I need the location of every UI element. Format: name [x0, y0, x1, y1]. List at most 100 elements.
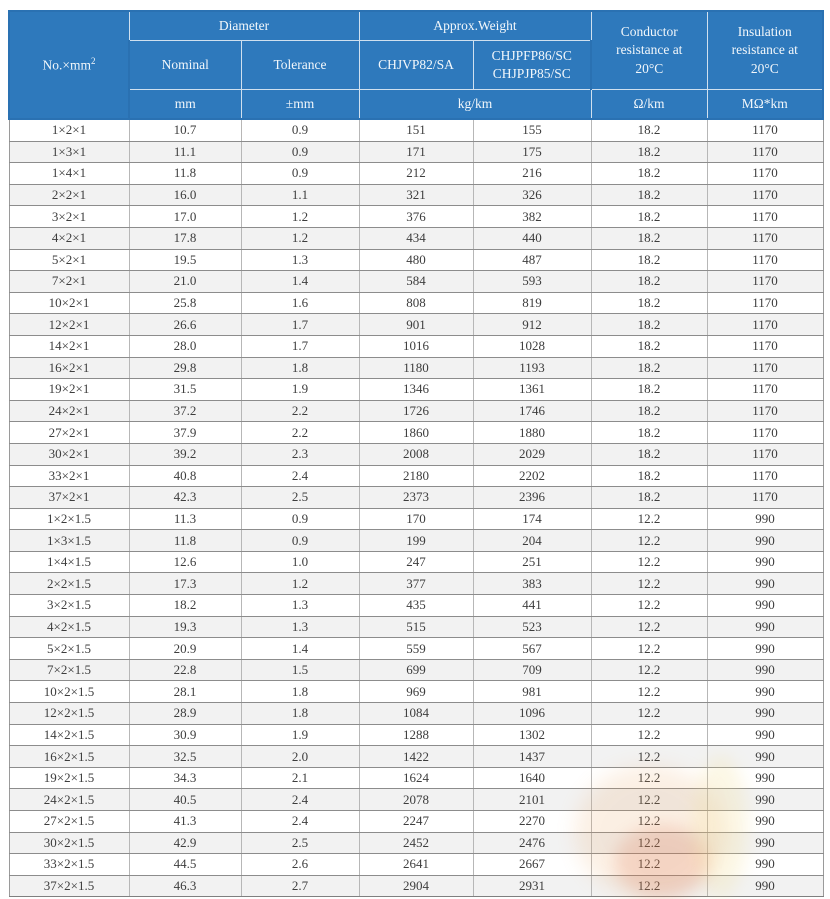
- table-cell: 37.2: [128, 399, 242, 423]
- table-cell: 1.5: [240, 658, 360, 682]
- table-cell: 2247: [358, 810, 474, 833]
- table-row: 1×4×1 11.8 0.9 212 216 18.2 1170: [8, 162, 824, 185]
- table-cell: 18.2: [590, 226, 708, 250]
- table-cell: 2931: [472, 874, 592, 898]
- table-cell: 37×2×1: [8, 486, 130, 509]
- table-cell: 5×2×1.5: [8, 637, 130, 660]
- table-cell: 1.2: [240, 205, 360, 228]
- table-cell: 2.4: [240, 464, 360, 488]
- table-cell: 204: [472, 529, 592, 552]
- table-cell: 2.7: [240, 874, 360, 898]
- table-cell: 1×4×1.5: [8, 550, 130, 574]
- table-cell: 2.5: [240, 831, 360, 855]
- table-row: 12×2×1 26.6 1.7 901 912 18.2 1170: [8, 313, 824, 336]
- table-cell: 1170: [706, 356, 824, 380]
- table-cell: 990: [706, 550, 824, 574]
- table-cell: 1.9: [240, 378, 360, 401]
- table-row: 37×2×1 42.3 2.5 2373 2396 18.2 1170: [8, 486, 824, 509]
- table-cell: 212: [358, 162, 474, 185]
- table-cell: 155: [472, 118, 592, 142]
- table-cell: 40.8: [128, 464, 242, 488]
- table-cell: 11.1: [128, 140, 242, 164]
- table-cell: 1170: [706, 118, 824, 142]
- table-row: 30×2×1 39.2 2.3 2008 2029 18.2 1170: [8, 442, 824, 466]
- table-body: 1×2×1 10.7 0.9 151 155 18.2 1170 1×3×1 11.1 0.9 17…: [8, 118, 824, 898]
- table-cell: 1361: [472, 378, 592, 401]
- table-cell: 1.7: [240, 334, 360, 358]
- table-cell: 1422: [358, 745, 474, 768]
- table-row: 2×2×1 16.0 1.1 321 326 18.2 1170: [8, 183, 824, 207]
- table-cell: 11.8: [128, 162, 242, 185]
- table-cell: 912: [472, 313, 592, 336]
- table-cell: 990: [706, 637, 824, 660]
- table-cell: 990: [706, 788, 824, 811]
- table-cell: 247: [358, 550, 474, 574]
- table-cell: 34.3: [128, 766, 242, 790]
- table-cell: 1170: [706, 248, 824, 272]
- table-cell: 5×2×1: [8, 248, 130, 272]
- table-cell: 819: [472, 291, 592, 315]
- table-cell: 523: [472, 615, 592, 639]
- table-cell: 171: [358, 140, 474, 164]
- table-cell: 1170: [706, 313, 824, 336]
- table-row: 37×2×1.5 46.3 2.7 2904 2931 12.2 990: [8, 874, 824, 898]
- table-cell: 487: [472, 248, 592, 272]
- table-row: 27×2×1.5 41.3 2.4 2247 2270 12.2 990: [8, 810, 824, 833]
- table-row: 3×2×1.5 18.2 1.3 435 441 12.2 990: [8, 594, 824, 617]
- table-cell: 990: [706, 594, 824, 617]
- table-row: 24×2×1.5 40.5 2.4 2078 2101 12.2 990: [8, 788, 824, 811]
- table-cell: 990: [706, 853, 824, 876]
- header-no-mm2-label: No.×mm: [42, 57, 92, 73]
- table-cell: 12×2×1: [8, 313, 130, 336]
- table-row: 30×2×1.5 42.9 2.5 2452 2476 12.2 990: [8, 831, 824, 855]
- table-cell: 1.4: [240, 270, 360, 293]
- table-cell: 20.9: [128, 637, 242, 660]
- table-cell: 1288: [358, 723, 474, 747]
- table-cell: 1.2: [240, 226, 360, 250]
- header-chjpfp86-line1: CHJPFP86/SC: [491, 47, 572, 63]
- table-row: 33×2×1.5 44.5 2.6 2641 2667 12.2 990: [8, 853, 824, 876]
- table-cell: 18.2: [590, 183, 708, 207]
- table-cell: 33×2×1: [8, 464, 130, 488]
- table-cell: 1346: [358, 378, 474, 401]
- table-cell: 383: [472, 572, 592, 596]
- table-cell: 25.8: [128, 291, 242, 315]
- table-cell: 40.5: [128, 788, 242, 811]
- table-cell: 174: [472, 507, 592, 531]
- table-cell: 30.9: [128, 723, 242, 747]
- table-cell: 990: [706, 810, 824, 833]
- table-cell: 2.4: [240, 810, 360, 833]
- table-cell: 1×3×1.5: [8, 529, 130, 552]
- table-cell: 12.2: [590, 702, 708, 725]
- table-cell: 480: [358, 248, 474, 272]
- table-cell: 990: [706, 615, 824, 639]
- table-cell: 990: [706, 680, 824, 704]
- table-cell: 12.2: [590, 788, 708, 811]
- table-cell: 1×4×1: [8, 162, 130, 185]
- table-cell: 1170: [706, 226, 824, 250]
- table-cell: 1.8: [240, 702, 360, 725]
- table-header: No.×mm2 Diameter Approx.Weight Conductor…: [8, 10, 825, 120]
- table-row: 19×2×1.5 34.3 2.1 1624 1640 12.2 990: [8, 766, 824, 790]
- table-cell: 382: [472, 205, 592, 228]
- table-cell: 1.1: [240, 183, 360, 207]
- table-cell: 2029: [472, 442, 592, 466]
- table-cell: 16.0: [128, 183, 242, 207]
- table-cell: 18.2: [128, 594, 242, 617]
- table-cell: 1437: [472, 745, 592, 768]
- table-cell: 19×2×1: [8, 378, 130, 401]
- table-cell: 1170: [706, 486, 824, 509]
- table-cell: 175: [472, 140, 592, 164]
- table-cell: 4×2×1.5: [8, 615, 130, 639]
- table-row: 1×4×1.5 12.6 1.0 247 251 12.2 990: [8, 550, 824, 574]
- table-cell: 0.9: [240, 507, 360, 531]
- cable-spec-table: No.×mm2 Diameter Approx.Weight Conductor…: [8, 10, 825, 898]
- table-row: 27×2×1 37.9 2.2 1860 1880 18.2 1170: [8, 421, 824, 444]
- table-cell: 2904: [358, 874, 474, 898]
- table-cell: 1170: [706, 421, 824, 444]
- table-cell: 12.2: [590, 766, 708, 790]
- table-cell: 584: [358, 270, 474, 293]
- table-cell: 1.2: [240, 572, 360, 596]
- table-cell: 1170: [706, 399, 824, 423]
- table-cell: 30×2×1.5: [8, 831, 130, 855]
